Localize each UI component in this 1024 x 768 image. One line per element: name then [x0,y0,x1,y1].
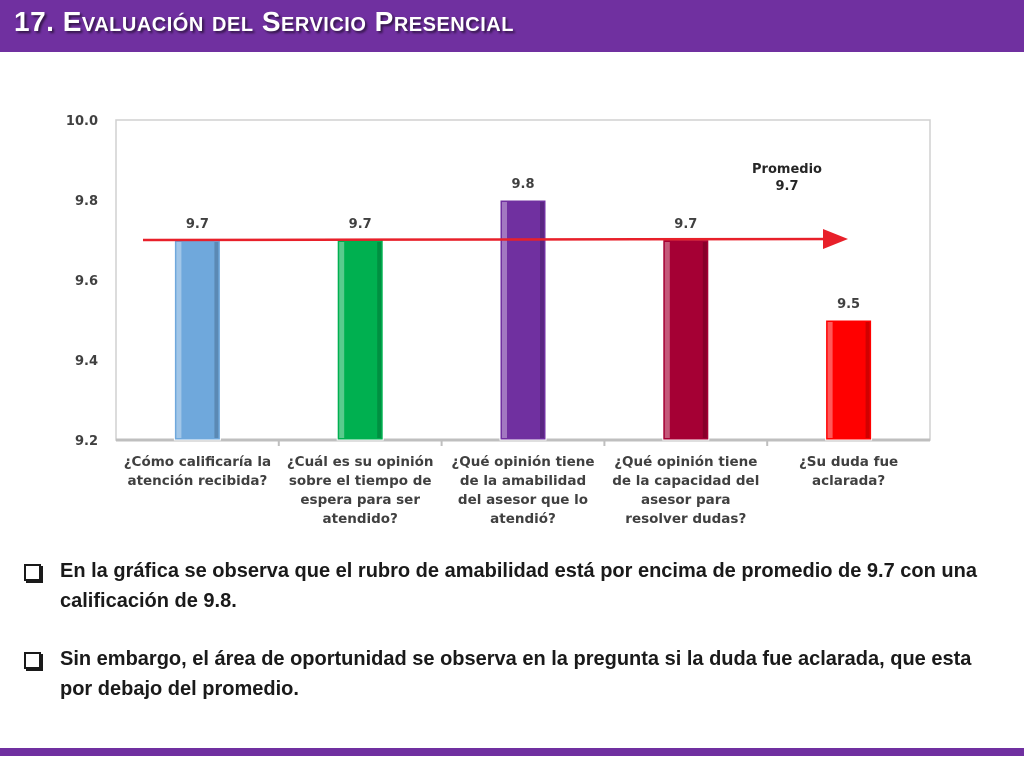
bar-highlight [176,242,182,438]
y-tick-label: 9.6 [75,274,98,289]
bar-highlight [827,322,833,438]
bar-shade [214,242,219,438]
x-category-label: espera para ser [300,492,420,508]
data-label: 9.7 [674,217,697,232]
checkbox-bullet-icon [24,564,41,581]
note-item: Sin embargo, el área de oportunidad se o… [20,644,980,704]
data-label: 9.7 [349,217,372,232]
note-text: En la gráfica se observa que el rubro de… [60,560,977,612]
y-tick-label: 9.4 [75,354,98,369]
data-label: 9.8 [511,177,534,192]
x-category-label: del asesor que lo [458,492,588,508]
data-label: 9.5 [837,297,860,312]
y-tick-label: 10.0 [66,114,98,129]
x-category-label: atendió? [490,511,556,527]
x-category-label: ¿Cómo calificaría la [124,454,271,470]
x-category-label: atendido? [323,511,398,527]
x-category-label: ¿Qué opinión tiene [614,454,757,470]
slide-title: 17. Evaluación del Servicio Presencial [14,6,514,37]
x-category-label: ¿Qué opinión tiene [451,454,594,470]
y-tick-label: 9.8 [75,194,98,209]
bar-shade [865,322,870,438]
x-category-label: atención recibida? [127,473,267,489]
bar [662,239,710,441]
note-text: Sin embargo, el área de oportunidad se o… [60,648,972,700]
x-category-label: asesor para [641,492,731,508]
x-category-label: ¿Su duda fue [799,454,898,470]
bar [825,319,873,441]
bar [173,239,221,441]
x-category-label: de la amabilidad [460,473,586,489]
average-value-label: 9.7 [775,179,798,194]
x-category-label: sobre el tiempo de [289,473,432,489]
average-label: Promedio [752,162,822,177]
bar-shade [377,242,382,438]
title-bar: 17. Evaluación del Servicio Presencial [0,0,1024,52]
data-label: 9.7 [186,217,209,232]
notes-list: En la gráfica se observa que el rubro de… [20,556,980,732]
bar-highlight [339,242,345,438]
bar [336,239,384,441]
bottom-bar [0,748,1024,756]
bar-highlight [664,242,670,438]
bar-shade [540,202,544,438]
y-tick-label: 9.2 [75,434,98,449]
note-item: En la gráfica se observa que el rubro de… [20,556,980,616]
x-category-label: aclarada? [812,473,885,489]
average-line [142,229,848,250]
bar-shade [702,242,707,438]
x-category-label: ¿Cuál es su opinión [287,454,434,470]
checkbox-bullet-icon [24,652,41,669]
x-category-label: de la capacidad del [612,473,759,489]
x-category-label: resolver dudas? [625,511,746,527]
bar-chart: 9.2 9.4 9.6 9.8 10.0 9.7 ¿Cómo calificaría la a… [66,114,931,527]
bar-highlight [502,202,507,438]
